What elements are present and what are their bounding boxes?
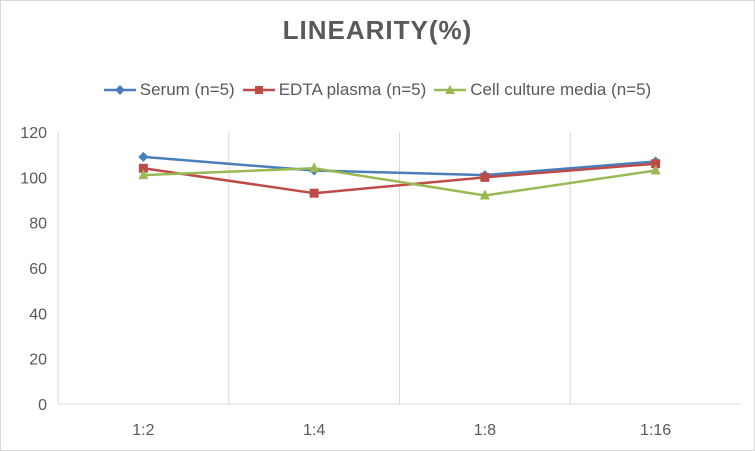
chart-title: LINEARITY(%) (282, 15, 473, 45)
data-point-square (480, 172, 490, 182)
series-line-1 (143, 162, 656, 195)
legend-item-edta-plasma: EDTA plasma (n=5) (242, 80, 427, 100)
x-tick-label: 1:2 (132, 422, 154, 439)
legend-item-cell-culture-media: Cell culture media (n=5) (434, 80, 651, 100)
data-point-square (651, 159, 661, 169)
data-point-triangle (650, 164, 661, 175)
x-tick-label: 1:16 (640, 422, 671, 439)
data-point-triangle (138, 169, 149, 180)
legend-swatch-serum (103, 85, 136, 95)
data-point-square (138, 163, 148, 173)
y-tick-label: 80 (29, 216, 47, 233)
data-point-square (309, 188, 319, 198)
y-tick-label: 100 (20, 170, 47, 187)
data-point-triangle (309, 162, 320, 173)
y-tick-label: 20 (29, 352, 47, 369)
x-tick-label: 1:4 (303, 422, 325, 439)
legend-label-serum: Serum (n=5) (139, 80, 235, 99)
data-point-diamond (138, 151, 149, 162)
y-tick-label: 120 (20, 125, 47, 142)
legend-label-edta-plasma: EDTA plasma (n=5) (278, 80, 427, 99)
y-tick-label: 0 (38, 397, 47, 414)
legend-item-serum: Serum (n=5) (103, 80, 235, 100)
legend-label-cell-culture-media: Cell culture media (n=5) (470, 80, 652, 99)
legend-swatch-edta-plasma (242, 86, 275, 94)
data-point-triangle (479, 189, 490, 200)
chart-legend: Serum (n=5) EDTA plasma (n=5) Cell cultu… (1, 80, 754, 100)
x-tick-label: 1:8 (474, 422, 496, 439)
series-line-2 (143, 167, 656, 197)
series-line-0 (143, 155, 656, 177)
y-tick-label: 40 (29, 306, 47, 323)
y-tick-label: 60 (29, 261, 47, 278)
legend-swatch-cell-culture-media (434, 85, 467, 94)
